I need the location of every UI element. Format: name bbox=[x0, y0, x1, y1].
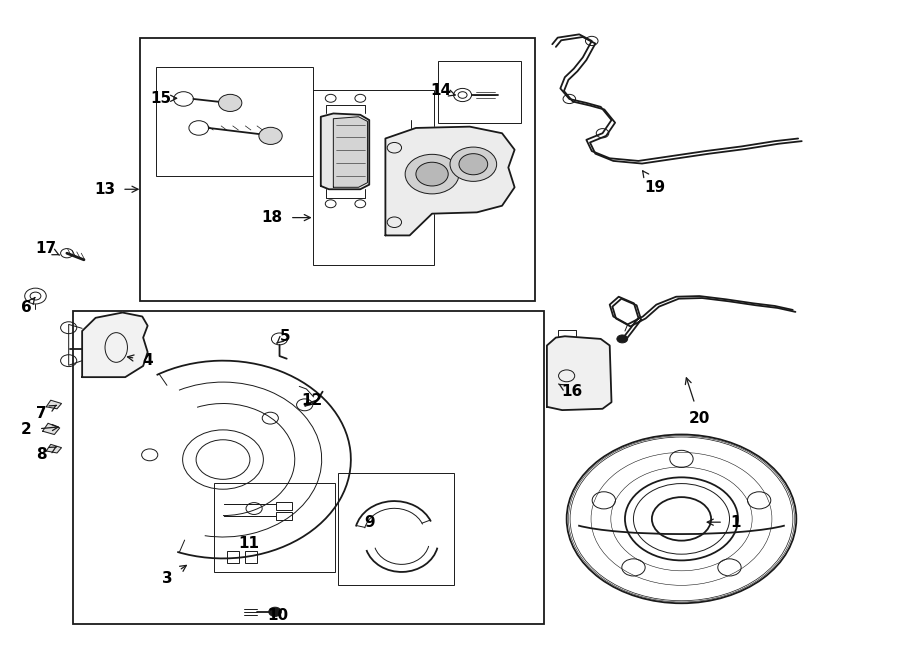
Text: 16: 16 bbox=[559, 384, 582, 399]
Bar bbox=[214, 483, 335, 571]
Text: 5: 5 bbox=[276, 329, 290, 344]
Circle shape bbox=[416, 162, 448, 186]
Text: 8: 8 bbox=[37, 447, 56, 463]
Circle shape bbox=[269, 607, 282, 616]
Text: 1: 1 bbox=[707, 514, 741, 530]
Polygon shape bbox=[385, 126, 515, 236]
Circle shape bbox=[405, 154, 459, 194]
Text: 12: 12 bbox=[302, 393, 322, 408]
Bar bbox=[73, 311, 544, 624]
Polygon shape bbox=[547, 336, 611, 410]
Circle shape bbox=[450, 147, 497, 181]
Circle shape bbox=[259, 127, 283, 144]
Circle shape bbox=[616, 335, 627, 343]
Bar bbox=[246, 551, 257, 563]
Polygon shape bbox=[333, 117, 367, 187]
Bar bbox=[276, 502, 292, 510]
Text: 6: 6 bbox=[21, 297, 35, 315]
Bar bbox=[312, 91, 434, 265]
Polygon shape bbox=[82, 312, 148, 377]
Text: 2: 2 bbox=[21, 422, 58, 438]
Bar bbox=[338, 473, 454, 585]
Text: 14: 14 bbox=[430, 83, 455, 98]
Circle shape bbox=[459, 154, 488, 175]
Bar bbox=[276, 512, 292, 520]
Text: 11: 11 bbox=[238, 536, 259, 551]
Bar bbox=[140, 38, 536, 301]
Text: 18: 18 bbox=[262, 210, 310, 225]
Text: 20: 20 bbox=[685, 378, 710, 426]
Text: 7: 7 bbox=[37, 405, 56, 421]
Bar bbox=[228, 551, 239, 563]
Bar bbox=[156, 68, 312, 176]
Polygon shape bbox=[320, 113, 369, 189]
Text: 4: 4 bbox=[128, 353, 153, 368]
Text: 9: 9 bbox=[364, 514, 374, 530]
Polygon shape bbox=[42, 423, 59, 434]
Polygon shape bbox=[46, 444, 61, 453]
Text: 19: 19 bbox=[643, 171, 665, 195]
Circle shape bbox=[219, 95, 242, 111]
Polygon shape bbox=[46, 401, 61, 409]
Text: 13: 13 bbox=[94, 182, 138, 197]
Bar bbox=[438, 61, 521, 123]
Text: 10: 10 bbox=[267, 608, 288, 624]
Text: 3: 3 bbox=[162, 565, 186, 586]
Text: 15: 15 bbox=[150, 91, 176, 106]
Text: 17: 17 bbox=[36, 241, 59, 256]
